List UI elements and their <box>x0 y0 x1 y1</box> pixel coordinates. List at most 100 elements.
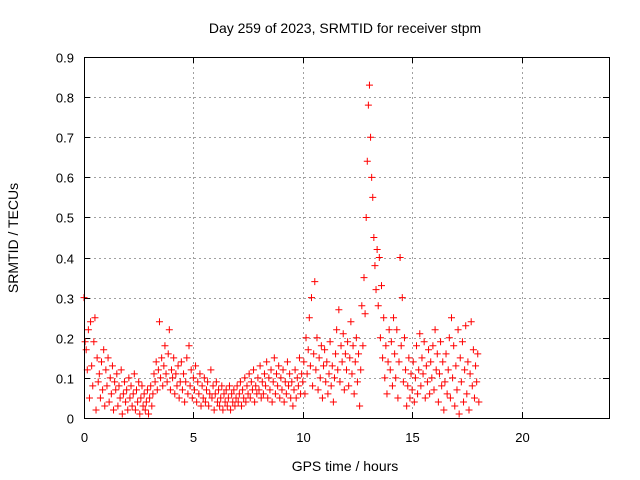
data-point <box>441 378 449 386</box>
data-point <box>236 378 244 386</box>
data-point <box>141 406 149 414</box>
data-point <box>155 318 163 326</box>
data-point <box>369 193 377 201</box>
data-point <box>475 398 483 406</box>
data-point <box>96 394 104 402</box>
data-point <box>421 394 429 402</box>
data-point <box>215 386 223 394</box>
data-point <box>337 342 345 350</box>
data-point <box>142 398 150 406</box>
data-point <box>110 406 118 414</box>
data-point <box>378 282 385 290</box>
data-point <box>274 382 282 390</box>
data-point <box>285 382 293 390</box>
data-point <box>289 402 297 410</box>
data-point <box>223 402 231 410</box>
data-point <box>430 386 438 394</box>
data-points <box>80 81 483 418</box>
data-point <box>323 358 331 366</box>
x-tick-label: 20 <box>515 430 529 445</box>
data-point <box>221 398 229 406</box>
data-point <box>252 382 260 390</box>
data-point <box>303 370 311 378</box>
data-point <box>365 81 373 89</box>
data-point <box>473 378 481 386</box>
data-point <box>175 394 183 402</box>
data-point <box>282 390 290 398</box>
data-point <box>163 378 171 386</box>
data-point <box>434 398 442 406</box>
data-point <box>465 406 473 414</box>
data-point <box>332 350 340 358</box>
data-point <box>259 390 267 398</box>
data-point <box>276 394 284 402</box>
x-tick-label: 5 <box>190 430 197 445</box>
data-point <box>463 390 471 398</box>
data-point <box>292 394 300 402</box>
data-point <box>216 402 224 410</box>
data-point <box>246 394 254 402</box>
data-point <box>281 378 289 386</box>
data-point <box>183 354 191 362</box>
data-point <box>267 366 275 374</box>
data-point <box>433 350 441 358</box>
data-point <box>225 382 233 390</box>
data-point <box>454 326 462 334</box>
data-point <box>212 378 220 386</box>
data-point <box>345 382 353 390</box>
data-point <box>299 378 307 386</box>
data-point <box>262 382 270 390</box>
data-point <box>448 314 455 322</box>
data-point <box>270 354 278 362</box>
data-point <box>158 354 166 362</box>
data-point <box>257 394 265 402</box>
data-point <box>245 370 253 378</box>
data-point <box>301 390 309 398</box>
data-point <box>235 390 243 398</box>
data-point <box>411 374 419 382</box>
data-point <box>348 370 356 378</box>
data-point <box>218 382 226 390</box>
data-point <box>393 326 401 334</box>
data-point <box>362 213 370 221</box>
data-point <box>157 374 165 382</box>
data-point <box>321 346 329 354</box>
data-point <box>250 366 258 374</box>
data-point <box>139 402 147 410</box>
data-point <box>143 386 151 394</box>
data-point <box>111 378 119 386</box>
data-point <box>192 362 200 370</box>
data-point <box>395 358 403 366</box>
data-point <box>126 394 134 402</box>
data-point <box>268 398 276 406</box>
data-point <box>242 398 250 406</box>
data-point <box>309 382 317 390</box>
data-point <box>315 354 323 362</box>
y-axis-label: SRMTID / TECUs <box>5 183 21 293</box>
data-point <box>325 370 333 378</box>
data-point <box>416 330 424 338</box>
data-point <box>358 302 366 310</box>
data-point <box>390 314 398 322</box>
data-point <box>462 322 470 330</box>
data-point <box>154 366 162 374</box>
data-point <box>293 374 301 382</box>
data-point <box>190 386 198 394</box>
y-tick-label: 0.1 <box>56 372 74 387</box>
data-point <box>322 378 330 386</box>
data-point <box>290 386 298 394</box>
data-point <box>181 398 189 406</box>
data-point <box>222 386 230 394</box>
data-point <box>217 394 225 402</box>
data-point <box>326 338 334 346</box>
data-point <box>305 314 313 322</box>
data-point <box>125 374 133 382</box>
data-point <box>210 406 218 414</box>
data-point <box>422 362 430 370</box>
data-point <box>368 173 376 181</box>
data-point <box>227 406 235 414</box>
data-point <box>153 386 161 394</box>
y-tick-label: 0.8 <box>56 91 74 106</box>
data-point <box>130 370 138 378</box>
data-point <box>316 374 324 382</box>
